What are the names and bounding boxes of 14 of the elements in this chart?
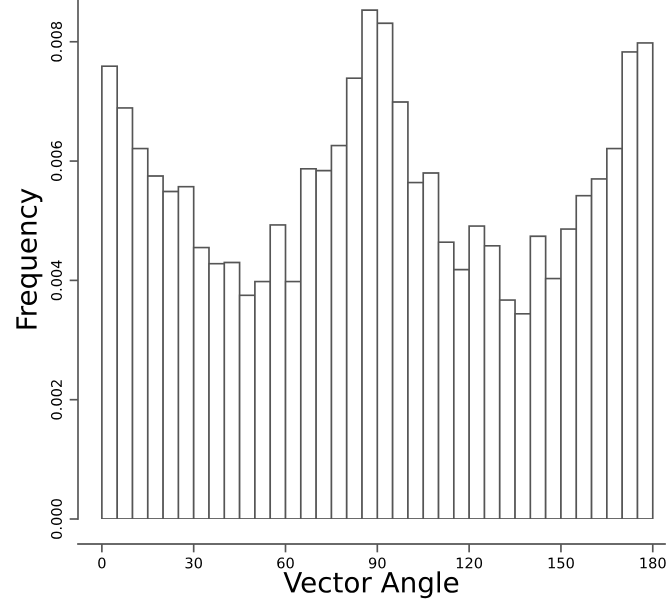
x-tick-label: 30 <box>186 557 202 568</box>
x-tick-label: 90 <box>368 557 386 568</box>
x-tick-label: 150 <box>548 557 574 568</box>
x-tick-label: 120 <box>456 557 482 568</box>
y-tick-label: 0.002 <box>50 380 62 420</box>
x-tick-label: 60 <box>277 557 294 568</box>
y-tick-label: 0.008 <box>50 22 62 62</box>
y-tick-label: 0.006 <box>50 141 62 181</box>
x-tick-label: 0 <box>98 557 106 568</box>
x-tick-label: 180 <box>640 557 666 568</box>
y-tick-label: 0.004 <box>50 260 62 300</box>
y-tick-label: 0.000 <box>50 499 62 539</box>
x-axis-title: Vector Angle <box>284 571 458 598</box>
y-axis-title: Frequency <box>16 188 42 329</box>
